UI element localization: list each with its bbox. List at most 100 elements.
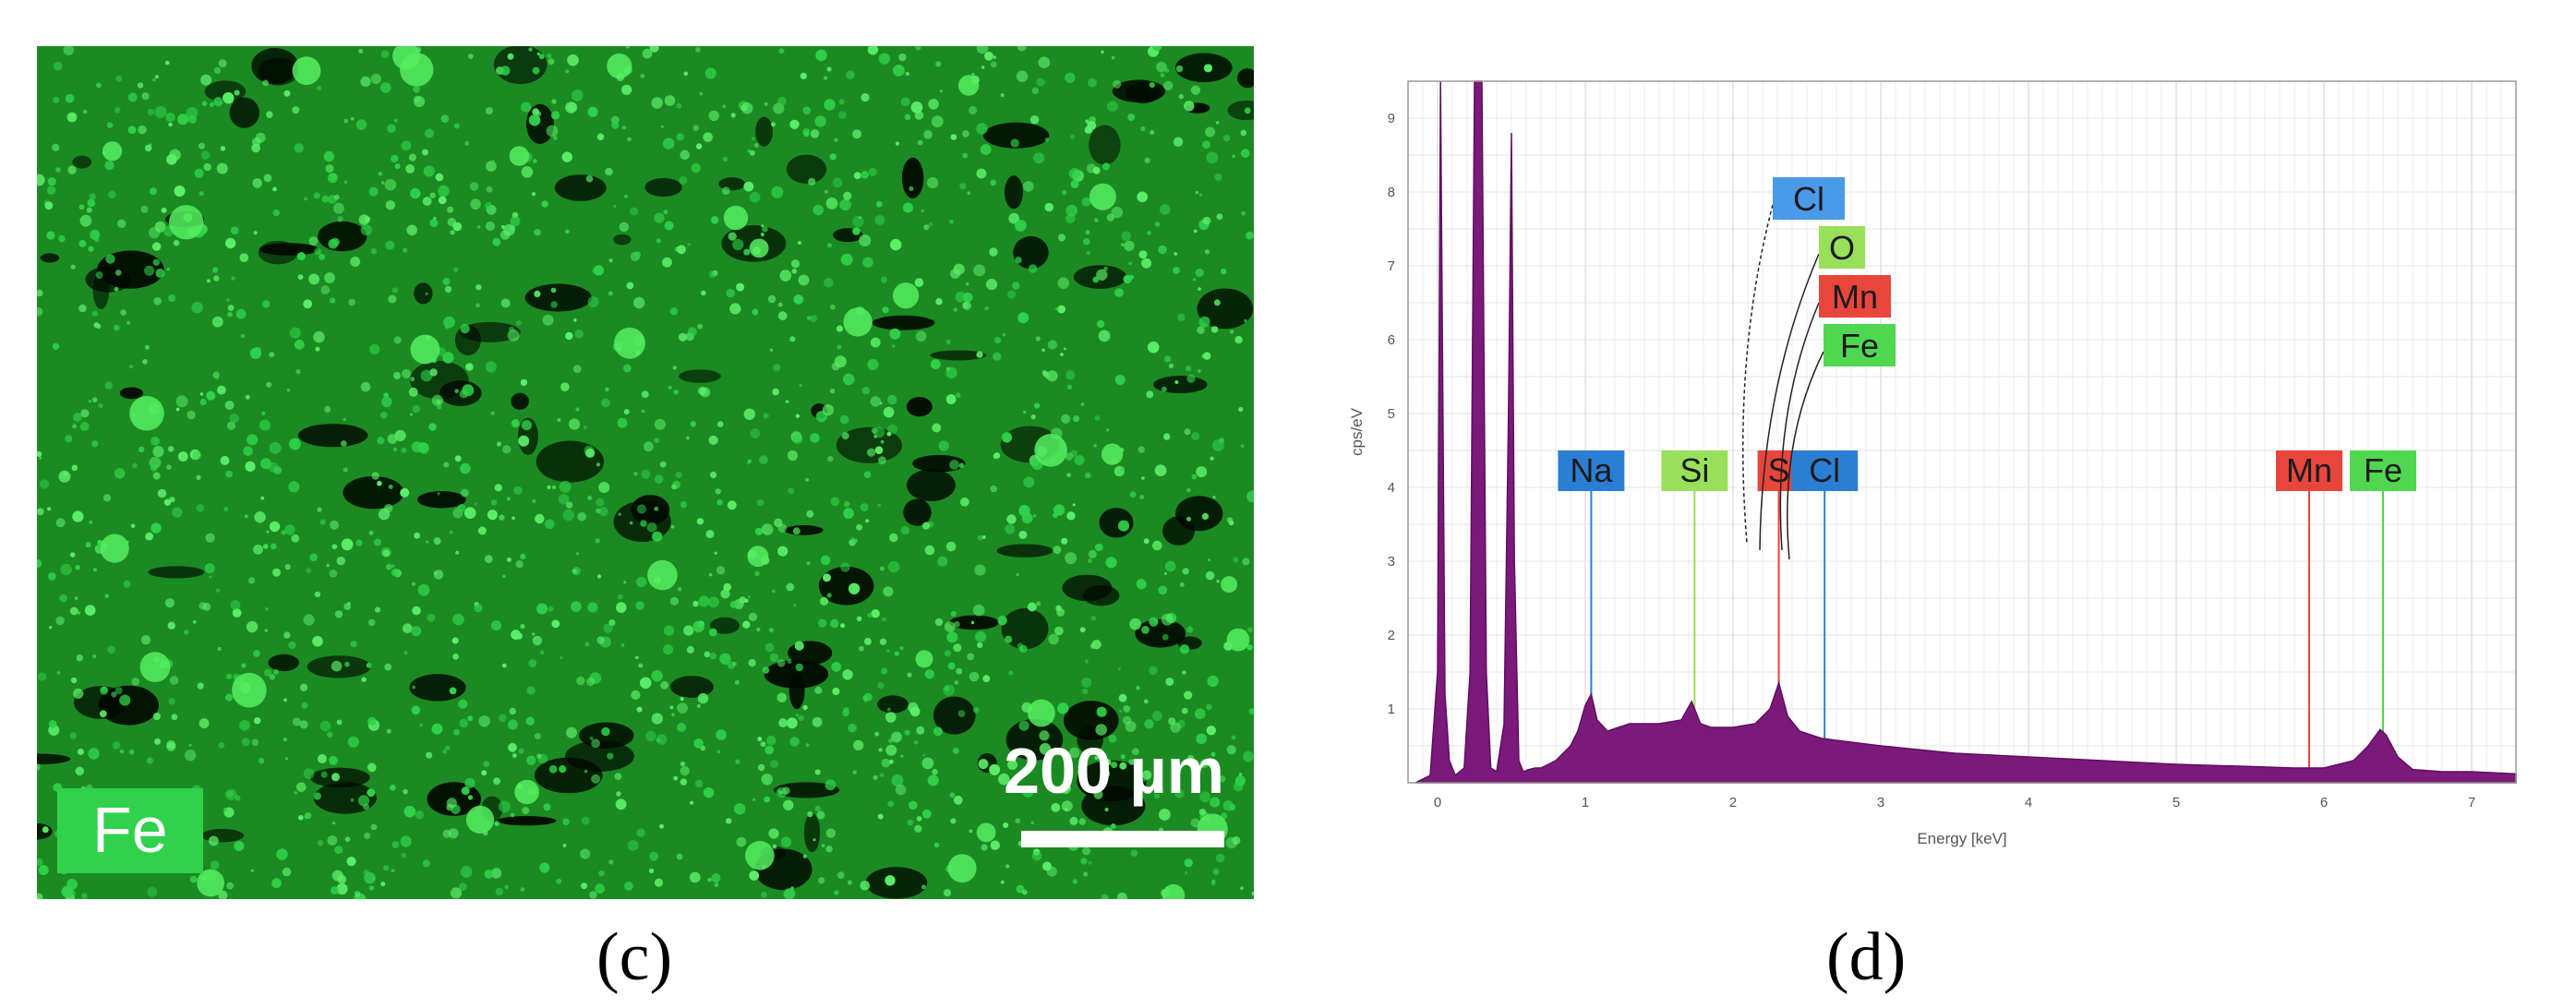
map-speckle [85,542,91,548]
map-speckle [1137,191,1148,203]
map-speckle [1093,789,1103,799]
map-speckle [475,303,480,308]
map-speckle [671,484,677,490]
map-speckle [551,619,560,629]
map-speckle [1065,204,1077,217]
map-speckle [812,716,823,727]
map-speckle [655,474,664,484]
map-speckle [171,714,178,721]
map-speckle [405,164,415,174]
map-speckle [526,755,536,765]
map-speckle [454,455,462,462]
map-speckle [832,687,840,696]
map-speckle [1111,762,1118,769]
map-speckle [1216,121,1220,125]
map-speckle [1103,266,1108,271]
map-speckle [680,765,690,776]
map-speckle [129,365,134,369]
map-speckle [1079,627,1086,633]
map-speckle [825,846,833,853]
map-speckle [1007,760,1017,770]
map-speckle [273,669,279,675]
map-speckle [794,641,804,651]
map-speckle [608,619,616,627]
map-speckle [373,538,381,546]
map-speckle [412,582,415,586]
map-void [200,828,245,843]
map-speckle [400,835,412,847]
map-speckle [860,881,871,891]
map-speckle [859,234,872,246]
map-speckle [690,421,696,427]
map-speckle [260,458,271,470]
map-speckle [262,544,269,549]
map-speckle [945,366,957,379]
map-speckle [370,73,381,85]
map-speckle [123,580,131,588]
map-speckle [1057,305,1065,314]
map-speckle [1198,193,1202,197]
map-speckle [636,504,647,514]
annotation-box [1824,324,1896,366]
map-speckle [676,853,683,860]
map-speckle [1205,570,1215,581]
map-speckle [484,555,493,564]
map-speckle [710,471,717,479]
map-speckle [343,118,349,124]
map-speckle [1125,721,1137,732]
map-void [40,253,60,263]
map-speckle [435,173,444,182]
map-speckle [319,253,325,260]
map-speckle [494,822,499,826]
map-speckle [269,442,282,454]
map-speckle [223,808,228,811]
map-speckle [270,543,277,550]
map-speckle [315,346,320,352]
map-speckle [611,121,620,129]
map-speckle [1036,78,1045,87]
map-speckle [1232,835,1241,845]
map-speckle [106,122,114,128]
map-speckle [726,288,735,298]
map-speckle [642,48,653,59]
map-speckle [560,382,570,392]
map-speckle [367,762,377,772]
map-speckle [729,303,741,315]
map-speckle [91,310,98,317]
map-void [268,654,299,672]
map-speckle [1191,432,1200,440]
map-speckle [387,124,396,133]
map-speckle [753,143,759,148]
map-speckle [783,888,796,899]
map-speckle [380,50,390,58]
map-speckle [355,119,367,130]
map-speckle [1234,335,1243,344]
map-speckle [199,142,205,150]
map-speckle [284,757,289,761]
map-speckle [626,282,634,290]
map-speckle [870,396,881,407]
map-speckle [294,339,305,350]
map-speckle [309,553,318,562]
map-speckle [192,450,202,461]
map-speckle [172,507,183,518]
map-speckle [871,609,880,618]
map-speckle [773,364,781,372]
map-speckle [276,848,288,860]
map-speckle [814,115,826,127]
map-speckle [250,869,254,872]
map-speckle [875,200,883,208]
map-speckle [729,600,738,608]
map-speckle [592,270,596,273]
map-speckle [1164,67,1170,73]
map-speckle [826,593,832,598]
map-speckle [187,410,196,420]
map-speckle [82,109,88,114]
map-speckle [391,568,400,577]
map-speckle [742,620,751,629]
map-particle [614,327,645,359]
map-speckle [584,769,588,774]
map-speckle [483,761,490,767]
map-speckle [1116,892,1127,899]
